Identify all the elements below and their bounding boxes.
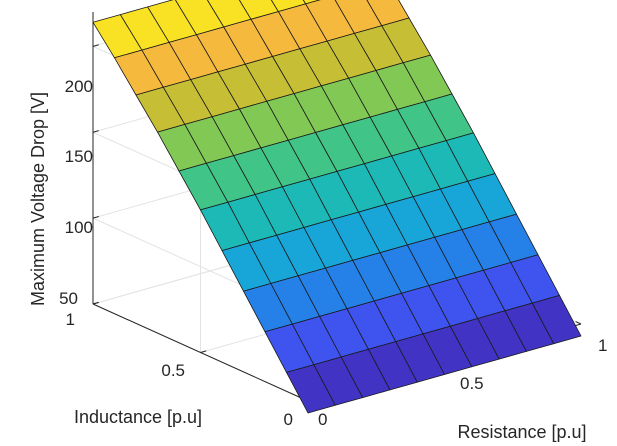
y-tick-mark	[200, 350, 207, 353]
surface	[92, 0, 582, 414]
surface-patch	[286, 364, 336, 414]
y-axis-label: Inductance [p.u]	[74, 407, 202, 427]
z-tick-150: 150	[65, 147, 93, 166]
x-tick-mark	[575, 321, 582, 325]
y-tick-1: 1	[66, 310, 75, 329]
z-tick-mark	[92, 301, 99, 305]
z-tick-mark	[92, 216, 99, 219]
x-axis-label: Resistance [p.u]	[457, 422, 586, 442]
x-tick-0.5: 0.5	[460, 374, 484, 393]
z-axis-label: Maximum Voltage Drop [V]	[28, 92, 48, 306]
z-tick-mark	[92, 44, 99, 47]
z-tick-100: 100	[65, 218, 93, 237]
z-tick-200: 200	[65, 77, 93, 96]
z-tick-50: 50	[59, 289, 78, 308]
x-tick-1: 1	[598, 336, 607, 355]
y-tick-0.5: 0.5	[161, 361, 185, 380]
z-tick-mark	[92, 130, 99, 133]
y-tick-0: 0	[284, 410, 293, 429]
x-tick-0: 0	[318, 410, 327, 429]
